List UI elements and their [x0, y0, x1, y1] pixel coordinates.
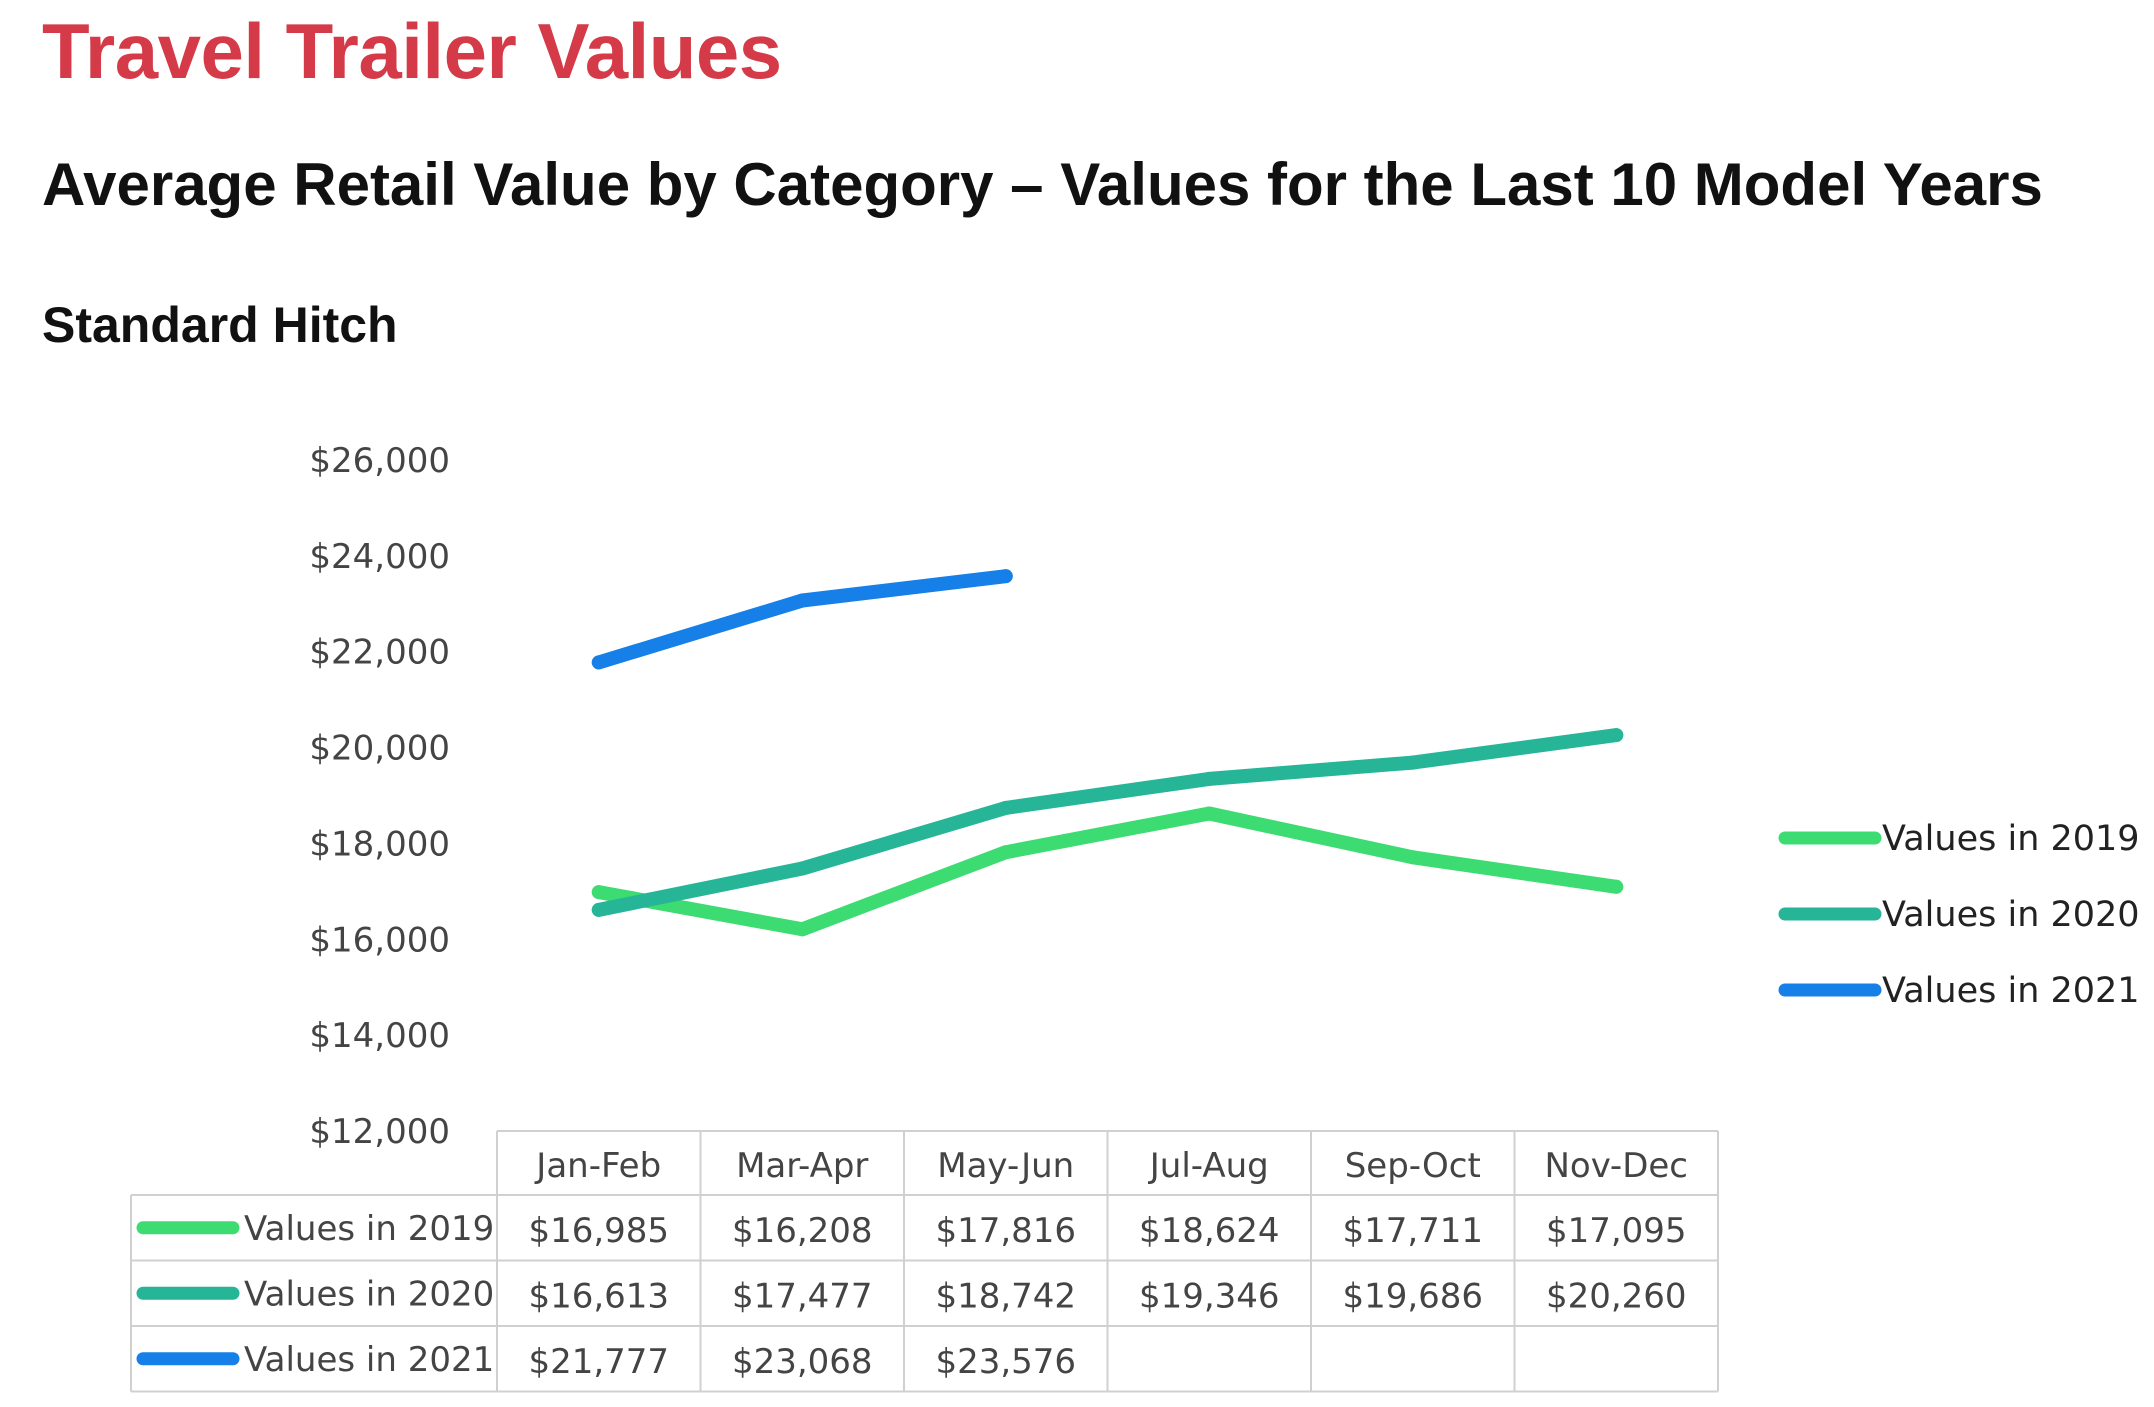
data-point-values-in-2020 [1202, 771, 1217, 786]
data-point-values-in-2019 [998, 845, 1013, 860]
series-line-values-in-2020 [591, 728, 1624, 917]
table-cell-value: $17,095 [1546, 1211, 1687, 1251]
data-point-values-in-2019 [1609, 879, 1624, 894]
table-cell-value: $17,477 [732, 1276, 873, 1316]
y-tick-label: $20,000 [309, 729, 450, 769]
y-tick-label: $12,000 [309, 1112, 450, 1152]
y-tick-label: $14,000 [309, 1016, 450, 1056]
table-cell-value: $19,346 [1139, 1276, 1280, 1316]
page-subtitle: Average Retail Value by Category – Value… [42, 151, 2043, 218]
table-cell-value: $16,985 [528, 1211, 669, 1251]
category-label-nov-dec: Nov-Dec [1544, 1146, 1688, 1186]
category-label-jan-feb: Jan-Feb [534, 1146, 661, 1186]
y-tick-label: $26,000 [309, 441, 450, 481]
data-point-values-in-2019 [591, 885, 606, 900]
table-cell-value: $16,208 [732, 1211, 873, 1251]
table-cell-value: $16,613 [528, 1276, 669, 1316]
table-cell-value: $20,260 [1546, 1276, 1687, 1316]
page-title: Travel Trailer Values [42, 7, 782, 95]
table-cell-value: $18,742 [935, 1276, 1076, 1316]
table-cell-value: $21,777 [528, 1342, 669, 1382]
data-point-values-in-2020 [795, 861, 810, 876]
table-cell-value: $18,624 [1139, 1211, 1280, 1251]
table-cell-value: $17,711 [1342, 1211, 1483, 1251]
legend-label: Values in 2021 [1882, 971, 2140, 1011]
table-row-label: Values in 2020 [244, 1274, 494, 1314]
legend-label: Values in 2020 [1882, 895, 2140, 935]
series-line-values-in-2019 [591, 806, 1624, 937]
data-point-values-in-2021 [591, 655, 606, 670]
y-tick-label: $18,000 [309, 824, 450, 864]
data-point-values-in-2021 [998, 569, 1013, 584]
data-point-values-in-2021 [795, 593, 810, 608]
table-row-label: Values in 2021 [244, 1340, 494, 1380]
legend-label: Values in 2019 [1882, 819, 2140, 859]
table-cell-value: $23,576 [935, 1342, 1076, 1382]
y-tick-label: $16,000 [309, 920, 450, 960]
data-point-values-in-2019 [795, 922, 810, 937]
section-heading: Standard Hitch [42, 297, 398, 353]
category-label-mar-apr: Mar-Apr [736, 1146, 868, 1186]
table-cell-value: $17,816 [935, 1211, 1076, 1251]
table-row-label: Values in 2019 [244, 1209, 494, 1249]
table-cell-value: $23,068 [732, 1342, 873, 1382]
data-point-values-in-2019 [1202, 806, 1217, 821]
y-tick-label: $22,000 [309, 633, 450, 673]
table-cell-value: $19,686 [1342, 1276, 1483, 1316]
data-point-values-in-2020 [1609, 728, 1624, 743]
data-point-values-in-2019 [1405, 850, 1420, 865]
y-tick-label: $24,000 [309, 537, 450, 577]
category-label-jul-aug: Jul-Aug [1148, 1146, 1269, 1186]
data-point-values-in-2020 [998, 800, 1013, 815]
data-point-values-in-2020 [591, 902, 606, 917]
data-point-values-in-2020 [1405, 755, 1420, 770]
category-label-sep-oct: Sep-Oct [1345, 1146, 1481, 1186]
category-label-may-jun: May-Jun [937, 1146, 1074, 1186]
series-line-values-in-2021 [591, 569, 1013, 670]
